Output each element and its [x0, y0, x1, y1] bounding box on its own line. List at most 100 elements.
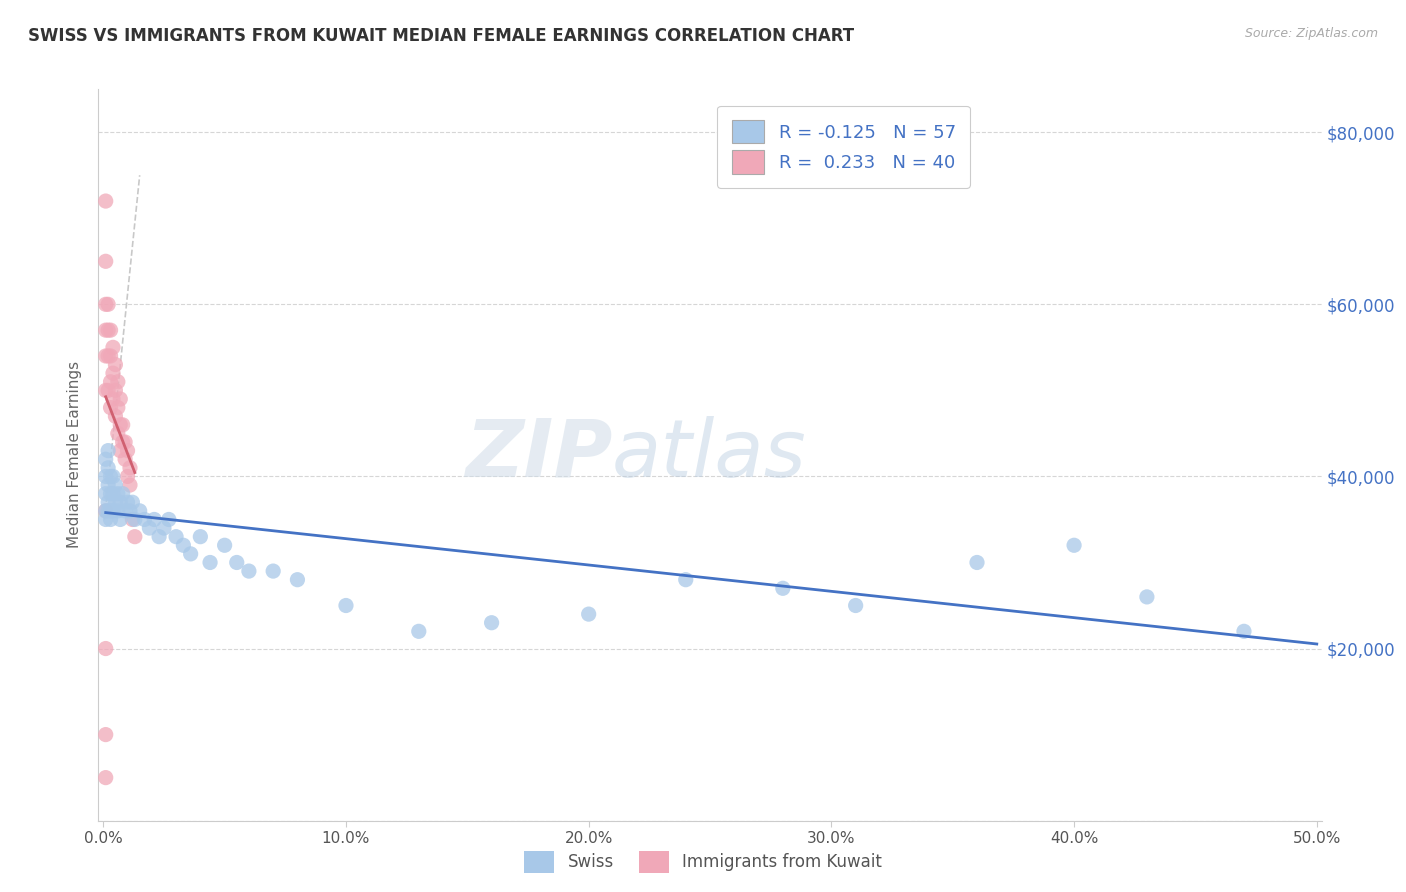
Point — [97, 478, 120, 492]
Point — [94, 349, 117, 363]
Point — [100, 401, 122, 415]
Point — [100, 504, 122, 518]
Point — [101, 392, 124, 406]
Point — [94, 194, 117, 208]
Point — [107, 375, 129, 389]
Point — [104, 384, 127, 398]
Point — [97, 495, 120, 509]
Point — [117, 443, 139, 458]
Text: Source: ZipAtlas.com: Source: ZipAtlas.com — [1244, 27, 1378, 40]
Point — [94, 504, 117, 518]
Point — [104, 358, 127, 372]
Point — [100, 512, 122, 526]
Point — [110, 443, 132, 458]
Point — [104, 478, 127, 492]
Point — [188, 530, 212, 544]
Point — [94, 469, 117, 483]
Point — [262, 564, 284, 578]
Point — [966, 556, 988, 570]
Point — [110, 417, 132, 432]
Text: atlas: atlas — [612, 416, 807, 494]
Y-axis label: Median Female Earnings: Median Female Earnings — [67, 361, 83, 549]
Point — [481, 615, 503, 630]
Point — [1233, 624, 1256, 639]
Point — [94, 384, 117, 398]
Point — [128, 504, 150, 518]
Point — [198, 556, 221, 570]
Point — [143, 512, 166, 526]
Point — [101, 366, 124, 380]
Point — [94, 512, 117, 526]
Point — [148, 530, 170, 544]
Point — [94, 486, 117, 500]
Point — [110, 392, 132, 406]
Point — [214, 538, 236, 552]
Point — [335, 599, 357, 613]
Point — [118, 460, 141, 475]
Text: ZIP: ZIP — [465, 416, 612, 494]
Point — [94, 297, 117, 311]
Point — [100, 323, 122, 337]
Point — [165, 530, 187, 544]
Legend: Swiss, Immigrants from Kuwait: Swiss, Immigrants from Kuwait — [517, 845, 889, 880]
Point — [172, 538, 194, 552]
Point — [94, 452, 117, 467]
Point — [578, 607, 600, 621]
Point — [772, 582, 794, 596]
Point — [94, 323, 117, 337]
Point — [100, 486, 122, 500]
Legend: R = -0.125   N = 57, R =  0.233   N = 40: R = -0.125 N = 57, R = 0.233 N = 40 — [717, 105, 970, 188]
Point — [107, 401, 129, 415]
Point — [107, 486, 129, 500]
Point — [97, 504, 120, 518]
Point — [100, 375, 122, 389]
Point — [97, 443, 120, 458]
Point — [97, 349, 120, 363]
Point — [100, 349, 122, 363]
Point — [121, 512, 143, 526]
Point — [238, 564, 260, 578]
Point — [845, 599, 868, 613]
Point — [101, 469, 124, 483]
Point — [408, 624, 430, 639]
Point — [118, 478, 141, 492]
Point — [107, 426, 129, 441]
Point — [225, 556, 247, 570]
Point — [94, 504, 117, 518]
Point — [104, 495, 127, 509]
Point — [287, 573, 309, 587]
Point — [97, 460, 120, 475]
Point — [114, 504, 136, 518]
Point — [114, 435, 136, 450]
Point — [101, 486, 124, 500]
Point — [111, 435, 134, 450]
Point — [153, 521, 176, 535]
Point — [110, 512, 132, 526]
Point — [124, 530, 146, 544]
Point — [94, 728, 117, 742]
Point — [94, 254, 117, 268]
Point — [110, 495, 132, 509]
Point — [97, 323, 120, 337]
Point — [134, 512, 156, 526]
Point — [114, 452, 136, 467]
Point — [100, 469, 122, 483]
Point — [104, 409, 127, 424]
Point — [157, 512, 180, 526]
Point — [675, 573, 697, 587]
Point — [138, 521, 160, 535]
Point — [97, 384, 120, 398]
Point — [101, 504, 124, 518]
Point — [124, 512, 146, 526]
Point — [1136, 590, 1159, 604]
Text: SWISS VS IMMIGRANTS FROM KUWAIT MEDIAN FEMALE EARNINGS CORRELATION CHART: SWISS VS IMMIGRANTS FROM KUWAIT MEDIAN F… — [28, 27, 855, 45]
Point — [94, 641, 117, 656]
Point — [107, 504, 129, 518]
Point — [117, 469, 139, 483]
Point — [121, 495, 143, 509]
Point — [118, 504, 141, 518]
Point — [180, 547, 202, 561]
Point — [111, 417, 134, 432]
Point — [101, 340, 124, 354]
Point — [1063, 538, 1085, 552]
